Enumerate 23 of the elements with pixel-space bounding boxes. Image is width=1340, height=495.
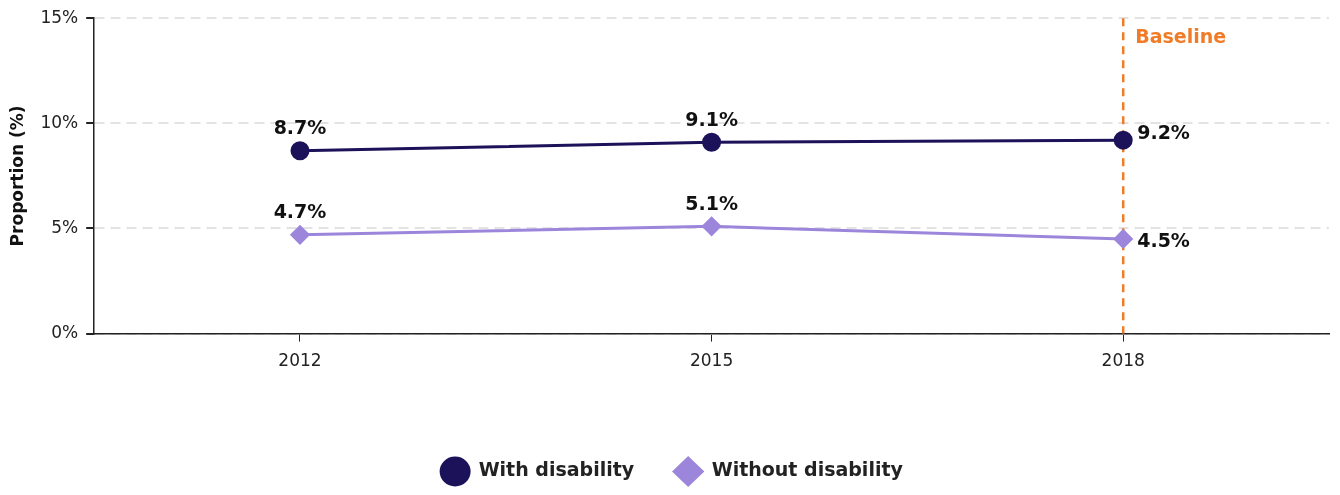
ref-line-label: Baseline [1135,24,1227,47]
x-tick-label: 2015 [689,350,734,371]
point [290,225,310,245]
data-label: 8.7% [273,116,327,139]
y-tick-label: 10% [40,111,79,132]
point [702,216,722,236]
y-tick-label: 15% [40,6,79,27]
point [1113,130,1133,150]
legend-label: Without disability [711,458,904,481]
data-label: 9.2% [1137,121,1190,144]
data-label: 9.1% [685,107,738,130]
point [1113,229,1133,249]
data-label: 4.5% [1137,228,1190,251]
data-label: 5.1% [685,191,738,214]
x-tick-label: 2012 [278,350,322,371]
legend-label: With disability [478,458,635,481]
point [702,132,722,152]
y-axis-title: Proportion (%) [6,105,27,247]
y-tick-label: 5% [51,216,79,237]
data-label: 4.7% [273,200,327,223]
x-tick-label: 2018 [1101,350,1145,371]
y-tick-label: 0% [51,322,79,343]
point [290,141,310,161]
